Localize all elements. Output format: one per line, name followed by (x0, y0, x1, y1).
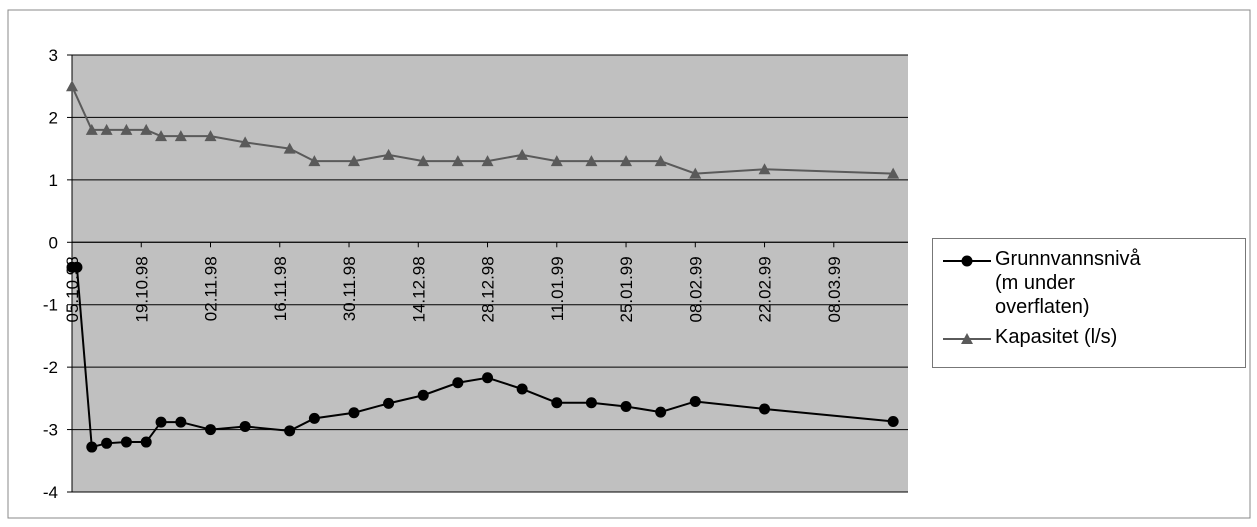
point (551, 397, 563, 409)
point (482, 372, 494, 384)
point (71, 261, 83, 273)
point (101, 437, 113, 449)
point (383, 397, 395, 409)
legend: Grunnvannsnivå (m under overflaten) Kapas… (932, 238, 1246, 368)
point (481, 155, 494, 167)
point (689, 395, 701, 407)
point (239, 136, 252, 148)
point (655, 406, 667, 418)
point (175, 416, 187, 428)
point (120, 436, 132, 448)
point (452, 377, 464, 389)
legend-swatch (943, 333, 991, 344)
y-tick-label: -1 (43, 296, 58, 315)
point (887, 167, 900, 179)
plot-area (72, 55, 908, 492)
y-tick-label: 0 (49, 233, 58, 252)
x-tick-label: 14.12.98 (409, 256, 428, 322)
series-line (71, 85, 894, 175)
y-tick-label: -2 (43, 358, 58, 377)
point (585, 397, 597, 409)
x-tick-label: 30.11.98 (340, 256, 359, 321)
point (85, 123, 98, 135)
x-tick-label: 28.12.98 (479, 256, 498, 322)
legend-label: Kapasitet (l/s) (995, 326, 1118, 348)
x-tick-label: 16.11.98 (271, 256, 290, 321)
legend-label: Grunnvannsnivå (m under overflaten) (995, 248, 1141, 318)
point (140, 123, 153, 135)
point (86, 441, 98, 453)
x-tick-label: 11.01.99 (548, 256, 567, 321)
point (100, 123, 113, 135)
y-tick-label: 1 (49, 171, 58, 190)
point (620, 400, 632, 412)
point (283, 142, 296, 154)
x-tick-label: 25.01.99 (617, 256, 636, 322)
x-tick-label: 19.10.98 (132, 256, 151, 322)
point (516, 383, 528, 395)
point (205, 424, 217, 436)
y-tick-label: 2 (49, 108, 58, 127)
point (550, 155, 563, 167)
point (66, 80, 78, 92)
legend-marker (961, 333, 973, 344)
point (308, 412, 320, 424)
point (347, 155, 360, 167)
point (155, 130, 168, 142)
y-tick-label: -4 (43, 483, 58, 502)
point (759, 403, 771, 415)
point (120, 123, 133, 135)
x-tick-label: 22.02.99 (756, 256, 775, 322)
point (654, 155, 667, 167)
x-tick-label: 08.02.99 (686, 256, 705, 322)
point (758, 163, 771, 175)
point (417, 155, 430, 167)
legend-marker (961, 255, 973, 267)
x-tick-label: 02.11.98 (202, 256, 221, 321)
x-tick-label: 08.03.99 (825, 256, 844, 322)
point (382, 148, 395, 160)
point (174, 130, 187, 142)
legend-swatch (943, 255, 991, 267)
point (239, 420, 251, 432)
point (284, 425, 296, 437)
point (155, 416, 167, 428)
point (140, 436, 152, 448)
point (451, 155, 464, 167)
point (308, 155, 321, 167)
y-tick-label: 3 (49, 46, 58, 65)
point (585, 155, 598, 167)
point (620, 155, 633, 167)
point (516, 148, 529, 160)
point (204, 130, 217, 142)
point (348, 407, 360, 419)
y-tick-label: -3 (43, 421, 58, 440)
point (417, 389, 429, 401)
point (887, 415, 899, 427)
point (689, 167, 702, 179)
